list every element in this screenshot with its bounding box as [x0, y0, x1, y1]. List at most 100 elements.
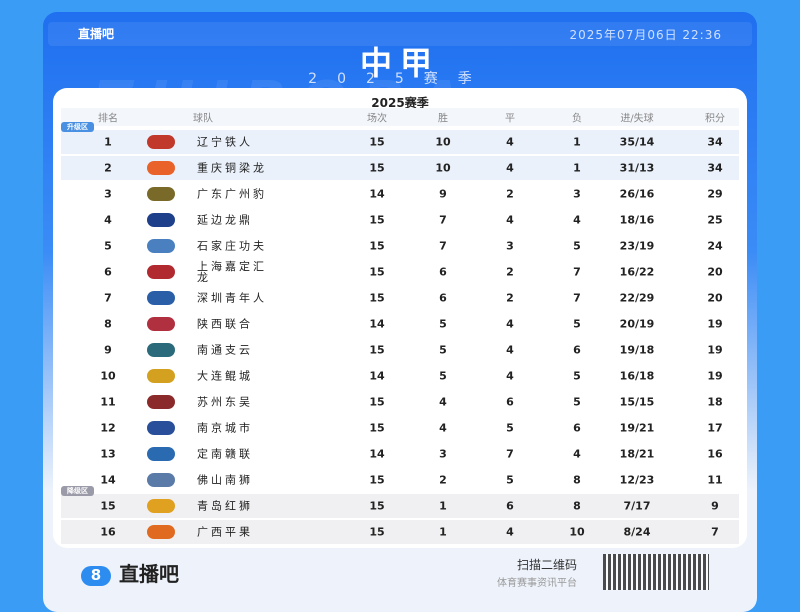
cell-rank: 2: [104, 161, 112, 175]
cell-played: 15: [369, 473, 385, 487]
table-row[interactable]: 9 南通支云 15 5 4 6 19/18 19: [61, 338, 739, 362]
cell-goals: 31/13: [619, 161, 655, 175]
team-logo-icon: [147, 291, 175, 305]
table-title: 2025赛季: [371, 96, 429, 110]
table-row[interactable]: 8 陕西联合 14 5 4 5 20/19 19: [61, 312, 739, 336]
table-row[interactable]: 13 定南赣联 14 3 7 4 18/21 16: [61, 442, 739, 466]
table-row[interactable]: 7 深圳青年人 15 6 2 7 22/29 20: [61, 286, 739, 310]
column-header: 负: [572, 113, 582, 125]
cell-won: 3: [439, 447, 447, 461]
team-name: 辽宁铁人: [197, 135, 253, 149]
team-logo-icon: [147, 213, 175, 227]
cell-won: 4: [439, 395, 447, 409]
cell-lost: 1: [573, 135, 581, 149]
cell-lost: 5: [573, 395, 581, 409]
team-name: 佛山南狮: [197, 473, 253, 487]
cell-rank: 7: [104, 291, 112, 305]
cell-goals: 16/18: [619, 369, 655, 383]
cell-points: 19: [707, 343, 723, 357]
cell-points: 25: [707, 213, 723, 227]
cell-drawn: 6: [506, 499, 514, 513]
cell-played: 15: [369, 499, 385, 513]
cell-lost: 5: [573, 317, 581, 331]
cell-goals: 12/23: [619, 473, 655, 487]
table-row[interactable]: 降级区 15 青岛红狮 15 1 6 8 7/17 9: [61, 486, 739, 518]
cell-lost: 5: [573, 369, 581, 383]
cell-drawn: 4: [506, 213, 514, 227]
team-logo-icon: [147, 135, 175, 149]
cell-rank: 1: [104, 135, 112, 149]
cell-goals: 19/18: [619, 343, 655, 357]
team-logo-icon: [147, 421, 175, 435]
table-row[interactable]: 10 大连鲲城 14 5 4 5 16/18 19: [61, 364, 739, 388]
cell-played: 15: [369, 395, 385, 409]
cell-won: 7: [439, 213, 447, 227]
column-header: 积分: [705, 113, 725, 125]
season-subtitle: 2025赛季: [308, 71, 492, 87]
footer: 8 直播吧 扫描二维码 体育赛事资讯平台: [53, 548, 747, 592]
cell-lost: 6: [573, 343, 581, 357]
table-row[interactable]: 5 石家庄功夫 15 7 3 5 23/19 24: [61, 234, 739, 258]
cell-lost: 10: [569, 525, 585, 539]
team-logo-icon: [147, 239, 175, 253]
cell-points: 29: [707, 187, 723, 201]
cell-goals: 15/15: [619, 395, 655, 409]
cell-points: 34: [707, 135, 723, 149]
cell-points: 20: [707, 265, 723, 279]
cell-won: 6: [439, 265, 447, 279]
table-row[interactable]: 2 重庆铜梁龙 15 10 4 1 31/13 34: [61, 156, 739, 180]
cell-points: 7: [711, 525, 719, 539]
cell-rank: 14: [100, 473, 116, 487]
slogan: 体育赛事资讯平台: [497, 578, 577, 589]
cell-won: 1: [439, 525, 447, 539]
table-row[interactable]: 4 延边龙鼎 15 7 4 4 18/16 25: [61, 208, 739, 232]
qr-code[interactable]: [603, 554, 709, 590]
cell-lost: 7: [573, 265, 581, 279]
table-row[interactable]: 11 苏州东吴 15 4 6 5 15/15 18: [61, 390, 739, 414]
cell-points: 34: [707, 161, 723, 175]
table-row[interactable]: 6 上海嘉定汇龙 15 6 2 7 16/22 20: [61, 260, 739, 284]
cell-played: 14: [369, 447, 385, 461]
table-row[interactable]: 升级区 1 辽宁铁人 15 10 4 1 35/14 34: [61, 122, 739, 154]
cell-points: 20: [707, 291, 723, 305]
team-name: 上海嘉定汇龙: [197, 260, 267, 284]
table-row[interactable]: 12 南京城市 15 4 5 6 19/21 17: [61, 416, 739, 440]
team-name: 重庆铜梁龙: [197, 161, 267, 175]
column-header: 球队: [193, 113, 213, 125]
column-header: 进/失球: [620, 113, 654, 125]
cell-played: 15: [369, 265, 385, 279]
relegation-zone-tag: 降级区: [61, 486, 94, 496]
cell-rank: 8: [104, 317, 112, 331]
cell-played: 15: [369, 239, 385, 253]
team-logo-icon: [147, 473, 175, 487]
team-logo-icon: [147, 343, 175, 357]
cell-goals: 8/24: [623, 525, 651, 539]
cell-played: 15: [369, 525, 385, 539]
table-row[interactable]: 3 广东广州豹 14 9 2 3 26/16 29: [61, 182, 739, 206]
cell-lost: 4: [573, 213, 581, 227]
column-header: 排名: [98, 113, 118, 125]
cell-drawn: 4: [506, 369, 514, 383]
standings-card: 直播吧 2025年07月06日 22:36 ZHIBOBA 中甲 2025赛季 …: [43, 12, 757, 612]
cell-points: 24: [707, 239, 723, 253]
datetime: 2025年07月06日 22:36: [569, 28, 722, 42]
brand-logo: 直播吧: [78, 27, 115, 41]
cell-lost: 8: [573, 473, 581, 487]
cell-rank: 9: [104, 343, 112, 357]
team-logo-icon: [147, 187, 175, 201]
team-logo-icon: [147, 395, 175, 409]
cell-played: 14: [369, 369, 385, 383]
table-row[interactable]: 14 佛山南狮 15 2 5 8 12/23 11: [61, 468, 739, 492]
cell-lost: 7: [573, 291, 581, 305]
team-logo-icon: [147, 525, 175, 539]
team-logo-icon: [147, 161, 175, 175]
cell-lost: 1: [573, 161, 581, 175]
team-logo-icon: [147, 265, 175, 279]
table-row[interactable]: 16 广西平果 15 1 4 10 8/24 7: [61, 520, 739, 544]
team-name: 定南赣联: [197, 447, 253, 461]
cell-won: 1: [439, 499, 447, 513]
cell-lost: 5: [573, 239, 581, 253]
cell-played: 15: [369, 213, 385, 227]
cell-drawn: 4: [506, 317, 514, 331]
cell-won: 5: [439, 369, 447, 383]
